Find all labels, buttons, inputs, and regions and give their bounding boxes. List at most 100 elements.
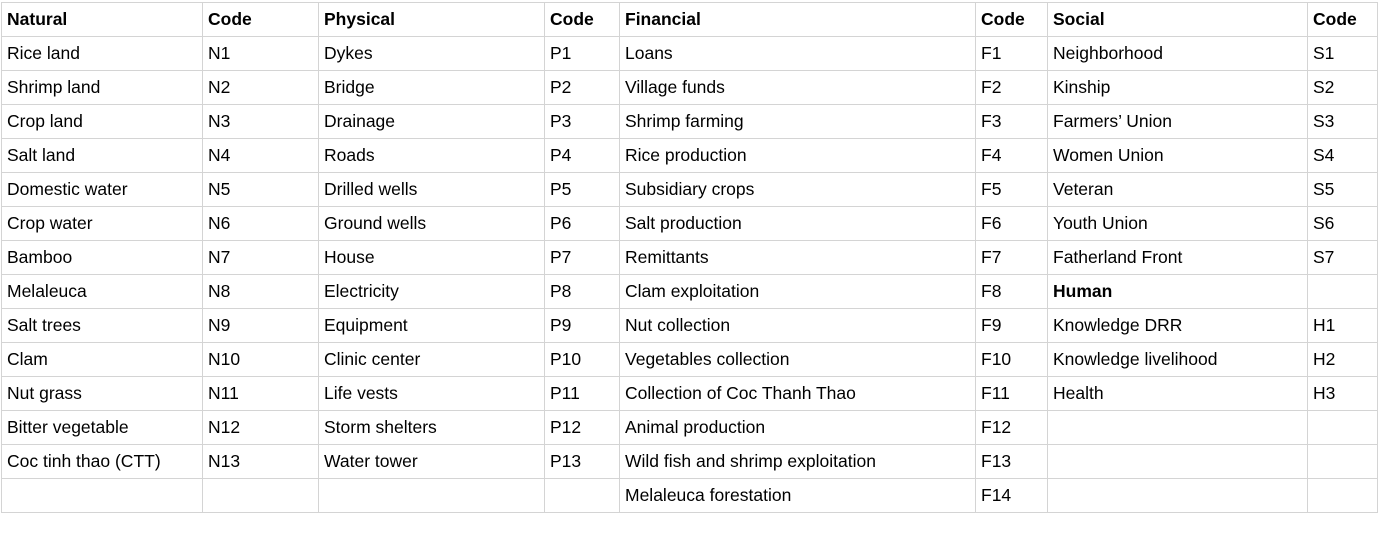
natural-code-cell: N1 (202, 36, 319, 71)
financial-code-cell: F4 (975, 138, 1048, 173)
social-code-cell: S6 (1307, 206, 1378, 241)
physical-cell: Clinic center (318, 342, 545, 377)
empty-cell (544, 478, 620, 513)
human-code-cell: H1 (1307, 308, 1378, 343)
financial-cell: Animal production (619, 410, 976, 445)
financial-cell: Loans (619, 36, 976, 71)
financial-code-cell: F11 (975, 376, 1048, 411)
natural-code-cell: N10 (202, 342, 319, 377)
financial-cell: Collection of Coc Thanh Thao (619, 376, 976, 411)
natural-cell: Bitter vegetable (1, 410, 203, 445)
table-row: Rice land N1 Dykes P1 Loans F1 Neighborh… (1, 36, 1378, 71)
natural-code-cell: N12 (202, 410, 319, 445)
physical-code-cell: P4 (544, 138, 620, 173)
header-physical-code: Code (544, 2, 620, 37)
physical-code-cell: P8 (544, 274, 620, 309)
social-cell: Farmers’ Union (1047, 104, 1308, 139)
physical-cell: House (318, 240, 545, 275)
financial-code-cell: F10 (975, 342, 1048, 377)
physical-cell: Drilled wells (318, 172, 545, 207)
physical-code-cell: P3 (544, 104, 620, 139)
physical-code-cell: P6 (544, 206, 620, 241)
natural-code-cell: N8 (202, 274, 319, 309)
table-row: Crop land N3 Drainage P3 Shrimp farming … (1, 104, 1378, 139)
financial-code-cell: F3 (975, 104, 1048, 139)
natural-code-cell: N2 (202, 70, 319, 105)
natural-code-cell: N5 (202, 172, 319, 207)
financial-code-cell: F5 (975, 172, 1048, 207)
empty-cell (1307, 410, 1378, 445)
natural-cell: Melaleuca (1, 274, 203, 309)
physical-cell: Life vests (318, 376, 545, 411)
physical-code-cell: P9 (544, 308, 620, 343)
table-row: Melaleuca N8 Electricity P8 Clam exploit… (1, 274, 1378, 309)
physical-cell: Water tower (318, 444, 545, 479)
financial-code-cell: F7 (975, 240, 1048, 275)
header-natural-code: Code (202, 2, 319, 37)
financial-code-cell: F2 (975, 70, 1048, 105)
financial-code-cell: F13 (975, 444, 1048, 479)
social-cell: Veteran (1047, 172, 1308, 207)
physical-cell: Roads (318, 138, 545, 173)
physical-code-cell: P1 (544, 36, 620, 71)
natural-code-cell: N3 (202, 104, 319, 139)
natural-cell: Salt trees (1, 308, 203, 343)
financial-cell: Vegetables collection (619, 342, 976, 377)
header-social-code: Code (1307, 2, 1378, 37)
financial-cell: Subsidiary crops (619, 172, 976, 207)
table-row: Shrimp land N2 Bridge P2 Village funds F… (1, 70, 1378, 105)
financial-code-cell: F6 (975, 206, 1048, 241)
natural-cell: Clam (1, 342, 203, 377)
financial-cell: Village funds (619, 70, 976, 105)
social-cell: Women Union (1047, 138, 1308, 173)
empty-cell (318, 478, 545, 513)
capital-code-table: Natural Code Physical Code Financial Cod… (1, 2, 1378, 513)
table-row: Salt land N4 Roads P4 Rice production F4… (1, 138, 1378, 173)
physical-code-cell: P12 (544, 410, 620, 445)
social-code-cell: S4 (1307, 138, 1378, 173)
physical-cell: Ground wells (318, 206, 545, 241)
social-code-cell (1307, 274, 1378, 309)
physical-code-cell: P11 (544, 376, 620, 411)
social-cell: Kinship (1047, 70, 1308, 105)
social-code-cell: S1 (1307, 36, 1378, 71)
financial-code-cell: F1 (975, 36, 1048, 71)
empty-cell (1047, 444, 1308, 479)
empty-cell (1307, 444, 1378, 479)
physical-cell: Drainage (318, 104, 545, 139)
physical-code-cell: P10 (544, 342, 620, 377)
social-code-cell: S3 (1307, 104, 1378, 139)
empty-cell (202, 478, 319, 513)
empty-cell (1307, 478, 1378, 513)
human-cell: Knowledge DRR (1047, 308, 1308, 343)
physical-cell: Storm shelters (318, 410, 545, 445)
table-row: Salt trees N9 Equipment P9 Nut collectio… (1, 308, 1378, 343)
natural-cell: Shrimp land (1, 70, 203, 105)
financial-cell: Nut collection (619, 308, 976, 343)
financial-cell: Clam exploitation (619, 274, 976, 309)
natural-code-cell: N7 (202, 240, 319, 275)
physical-code-cell: P7 (544, 240, 620, 275)
table-row: Bamboo N7 House P7 Remittants F7 Fatherl… (1, 240, 1378, 275)
financial-cell: Remittants (619, 240, 976, 275)
empty-cell (1047, 410, 1308, 445)
table-row: Domestic water N5 Drilled wells P5 Subsi… (1, 172, 1378, 207)
natural-cell: Coc tinh thao (CTT) (1, 444, 203, 479)
header-row: Natural Code Physical Code Financial Cod… (1, 2, 1378, 37)
natural-cell: Salt land (1, 138, 203, 173)
social-cell: Neighborhood (1047, 36, 1308, 71)
natural-cell: Rice land (1, 36, 203, 71)
header-physical: Physical (318, 2, 545, 37)
natural-code-cell: N9 (202, 308, 319, 343)
financial-cell: Rice production (619, 138, 976, 173)
human-code-cell: H3 (1307, 376, 1378, 411)
table-row: Coc tinh thao (CTT) N13 Water tower P13 … (1, 444, 1378, 479)
physical-code-cell: P2 (544, 70, 620, 105)
header-financial-code: Code (975, 2, 1048, 37)
human-cell: Knowledge livelihood (1047, 342, 1308, 377)
physical-cell: Electricity (318, 274, 545, 309)
physical-cell: Equipment (318, 308, 545, 343)
empty-cell (1, 478, 203, 513)
natural-cell: Crop land (1, 104, 203, 139)
table-row: Nut grass N11 Life vests P11 Collection … (1, 376, 1378, 411)
